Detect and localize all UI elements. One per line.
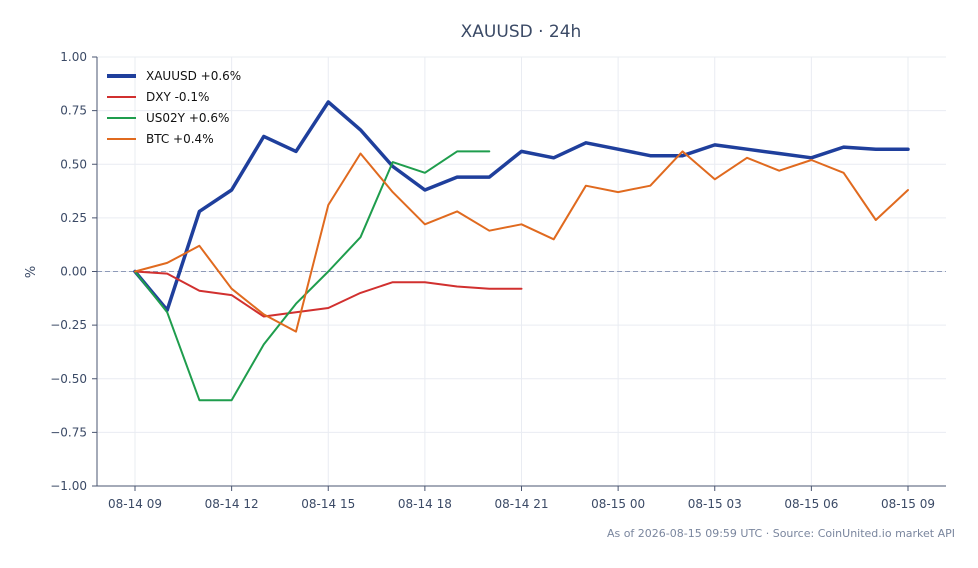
y-tick-label: −1.00 [50, 479, 87, 493]
x-tick-label: 08-14 15 [301, 497, 355, 511]
x-tick-label: 08-15 00 [591, 497, 645, 511]
series-layer [133, 100, 910, 402]
legend: XAUUSD +0.6% DXY -0.1% US02Y +0.6% BTC +0.4… [107, 69, 241, 146]
x-tick-label: 08-14 18 [398, 497, 452, 511]
y-tick-label: 0.50 [60, 157, 87, 171]
x-tick-label: 08-15 03 [688, 497, 742, 511]
series-line-dxy [134, 270, 523, 318]
series-line-xauusd [133, 100, 910, 312]
y-axis-label: % [24, 266, 39, 278]
x-tick-label: 08-14 09 [108, 497, 162, 511]
chart-title: XAUUSD · 24h [461, 22, 582, 42]
x-tick-label: 08-14 12 [205, 497, 259, 511]
y-tick-label: 0.25 [60, 211, 87, 225]
y-tick-label: −0.25 [50, 318, 87, 332]
footnote: As of 2026-08-15 09:59 UTC · Source: Coi… [607, 527, 955, 540]
x-tick-label: 08-15 09 [881, 497, 935, 511]
legend-label-btc: BTC +0.4% [146, 132, 214, 146]
series-line-btc [134, 150, 909, 333]
y-tick-label: −0.75 [50, 425, 87, 439]
legend-label-dxy: DXY -0.1% [146, 90, 209, 104]
grid-layer [97, 56, 946, 487]
x-tick-label: 08-15 06 [784, 497, 838, 511]
y-tick-label: 0.75 [60, 104, 87, 118]
legend-label-xauusd: XAUUSD +0.6% [146, 69, 241, 83]
legend-label-us02y: US02Y +0.6% [146, 111, 229, 125]
y-tick-label: −0.50 [50, 372, 87, 386]
series-line-us02y [134, 150, 491, 402]
x-tick-label: 08-14 21 [495, 497, 549, 511]
y-tick-label: 0.00 [60, 265, 87, 279]
y-tick-label: 1.00 [60, 50, 87, 64]
axes: 1.00 0.75 0.50 0.25 0.00 −0.25 −0.50 −0.75 −1.00… [50, 50, 946, 511]
